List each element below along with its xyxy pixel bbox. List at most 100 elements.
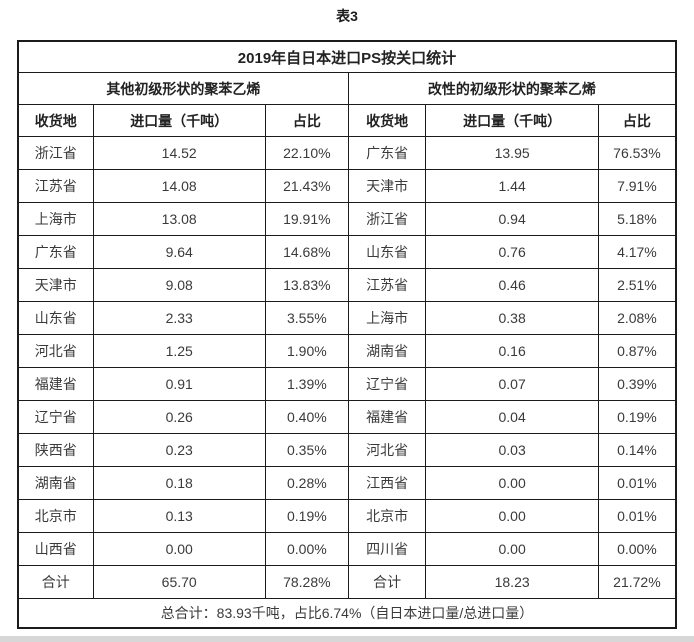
right-volume-cell: 13.95 bbox=[425, 136, 599, 170]
data-row: 陕西省 0.23 0.35% 河北省 0.03 0.14% bbox=[17, 433, 677, 467]
page-bottom-edge bbox=[0, 636, 694, 642]
right-volume-cell: 1.44 bbox=[425, 169, 599, 203]
left-share-cell: 0.40% bbox=[264, 400, 349, 434]
right-region-cell: 天津市 bbox=[347, 169, 427, 203]
left-share-cell: 21.43% bbox=[264, 169, 349, 203]
left-share-cell: 78.28% bbox=[264, 565, 349, 599]
left-region-cell: 湖南省 bbox=[17, 466, 94, 500]
right-volume-cell: 0.76 bbox=[425, 235, 599, 269]
right-volume-cell: 0.04 bbox=[425, 400, 599, 434]
right-region-cell: 河北省 bbox=[347, 433, 427, 467]
left-share-cell: 1.90% bbox=[264, 334, 349, 368]
left-volume-cell: 0.26 bbox=[92, 400, 266, 434]
left-region-column-header: 收货地 bbox=[17, 104, 94, 137]
footer-row: 总合计：83.93千吨，占比6.74%（自日本进口量/总进口量） bbox=[17, 598, 677, 629]
left-region-cell: 陕西省 bbox=[17, 433, 94, 467]
left-volume-cell: 0.18 bbox=[92, 466, 266, 500]
right-volume-cell: 0.00 bbox=[425, 532, 599, 566]
right-region-cell: 四川省 bbox=[347, 532, 427, 566]
right-volume-cell: 0.38 bbox=[425, 301, 599, 335]
right-volume-cell: 0.03 bbox=[425, 433, 599, 467]
left-volume-cell: 9.64 bbox=[92, 235, 266, 269]
column-header-row: 收货地 进口量（千吨） 占比 收货地 进口量（千吨） 占比 bbox=[17, 104, 677, 137]
right-region-cell: 山东省 bbox=[347, 235, 427, 269]
left-share-cell: 14.68% bbox=[264, 235, 349, 269]
right-share-cell: 7.91% bbox=[597, 169, 677, 203]
right-volume-cell: 0.94 bbox=[425, 202, 599, 236]
data-row: 北京市 0.13 0.19% 北京市 0.00 0.01% bbox=[17, 499, 677, 533]
right-share-cell: 5.18% bbox=[597, 202, 677, 236]
left-share-cell: 3.55% bbox=[264, 301, 349, 335]
left-volume-cell: 0.13 bbox=[92, 499, 266, 533]
right-region-cell: 江苏省 bbox=[347, 268, 427, 302]
right-region-cell: 湖南省 bbox=[347, 334, 427, 368]
right-share-cell: 4.17% bbox=[597, 235, 677, 269]
right-share-cell: 76.53% bbox=[597, 136, 677, 170]
right-share-cell: 0.14% bbox=[597, 433, 677, 467]
left-volume-cell: 14.08 bbox=[92, 169, 266, 203]
right-region-cell: 辽宁省 bbox=[347, 367, 427, 401]
left-share-cell: 0.19% bbox=[264, 499, 349, 533]
left-share-cell: 1.39% bbox=[264, 367, 349, 401]
left-share-cell: 19.91% bbox=[264, 202, 349, 236]
right-share-cell: 0.00% bbox=[597, 532, 677, 566]
table-caption: 表3 bbox=[336, 8, 358, 24]
totals-row: 合计 65.70 78.28% 合计 18.23 21.72% bbox=[17, 565, 677, 599]
right-region-cell: 浙江省 bbox=[347, 202, 427, 236]
left-share-column-header: 占比 bbox=[264, 104, 349, 137]
right-region-cell: 广东省 bbox=[347, 136, 427, 170]
left-volume-cell: 0.23 bbox=[92, 433, 266, 467]
left-volume-cell: 14.52 bbox=[92, 136, 266, 170]
right-region-cell: 江西省 bbox=[347, 466, 427, 500]
right-share-cell: 0.19% bbox=[597, 400, 677, 434]
left-volume-cell: 9.08 bbox=[92, 268, 266, 302]
left-volume-cell: 65.70 bbox=[92, 565, 266, 599]
data-row: 山西省 0.00 0.00% 四川省 0.00 0.00% bbox=[17, 532, 677, 566]
data-row: 辽宁省 0.26 0.40% 福建省 0.04 0.19% bbox=[17, 400, 677, 434]
table-title: 2019年自日本进口PS按关口统计 bbox=[17, 40, 677, 73]
left-share-cell: 13.83% bbox=[264, 268, 349, 302]
right-region-cell: 福建省 bbox=[347, 400, 427, 434]
right-share-cell: 0.87% bbox=[597, 334, 677, 368]
left-region-cell: 辽宁省 bbox=[17, 400, 94, 434]
left-region-cell: 广东省 bbox=[17, 235, 94, 269]
data-row: 上海市 13.08 19.91% 浙江省 0.94 5.18% bbox=[17, 202, 677, 236]
right-share-cell: 0.01% bbox=[597, 499, 677, 533]
grand-total-footer: 总合计：83.93千吨，占比6.74%（自日本进口量/总进口量） bbox=[17, 598, 677, 629]
import-stats-table: 2019年自日本进口PS按关口统计 其他初级形状的聚苯乙烯 改性的初级形状的聚苯… bbox=[17, 40, 677, 629]
data-row: 福建省 0.91 1.39% 辽宁省 0.07 0.39% bbox=[17, 367, 677, 401]
left-region-cell: 福建省 bbox=[17, 367, 94, 401]
left-region-cell: 北京市 bbox=[17, 499, 94, 533]
data-row: 湖南省 0.18 0.28% 江西省 0.00 0.01% bbox=[17, 466, 677, 500]
left-share-cell: 22.10% bbox=[264, 136, 349, 170]
group-header-row: 其他初级形状的聚苯乙烯 改性的初级形状的聚苯乙烯 bbox=[17, 72, 677, 105]
left-volume-cell: 13.08 bbox=[92, 202, 266, 236]
left-region-cell: 河北省 bbox=[17, 334, 94, 368]
right-volume-cell: 0.07 bbox=[425, 367, 599, 401]
table-title-row: 2019年自日本进口PS按关口统计 bbox=[17, 40, 677, 73]
left-region-cell: 山西省 bbox=[17, 532, 94, 566]
right-region-cell: 合计 bbox=[347, 565, 427, 599]
left-region-cell: 浙江省 bbox=[17, 136, 94, 170]
left-region-cell: 江苏省 bbox=[17, 169, 94, 203]
right-volume-cell: 18.23 bbox=[425, 565, 599, 599]
left-share-cell: 0.28% bbox=[264, 466, 349, 500]
right-region-cell: 北京市 bbox=[347, 499, 427, 533]
data-row: 江苏省 14.08 21.43% 天津市 1.44 7.91% bbox=[17, 169, 677, 203]
data-row: 天津市 9.08 13.83% 江苏省 0.46 2.51% bbox=[17, 268, 677, 302]
right-share-cell: 21.72% bbox=[597, 565, 677, 599]
left-region-cell: 合计 bbox=[17, 565, 94, 599]
left-volume-cell: 2.33 bbox=[92, 301, 266, 335]
left-region-cell: 上海市 bbox=[17, 202, 94, 236]
right-volume-cell: 0.00 bbox=[425, 466, 599, 500]
right-share-cell: 2.51% bbox=[597, 268, 677, 302]
data-row: 山东省 2.33 3.55% 上海市 0.38 2.08% bbox=[17, 301, 677, 335]
right-share-cell: 0.01% bbox=[597, 466, 677, 500]
left-share-cell: 0.00% bbox=[264, 532, 349, 566]
left-group-header: 其他初级形状的聚苯乙烯 bbox=[17, 72, 349, 105]
left-volume-cell: 1.25 bbox=[92, 334, 266, 368]
right-volume-cell: 0.46 bbox=[425, 268, 599, 302]
left-share-cell: 0.35% bbox=[264, 433, 349, 467]
right-volume-cell: 0.00 bbox=[425, 499, 599, 533]
